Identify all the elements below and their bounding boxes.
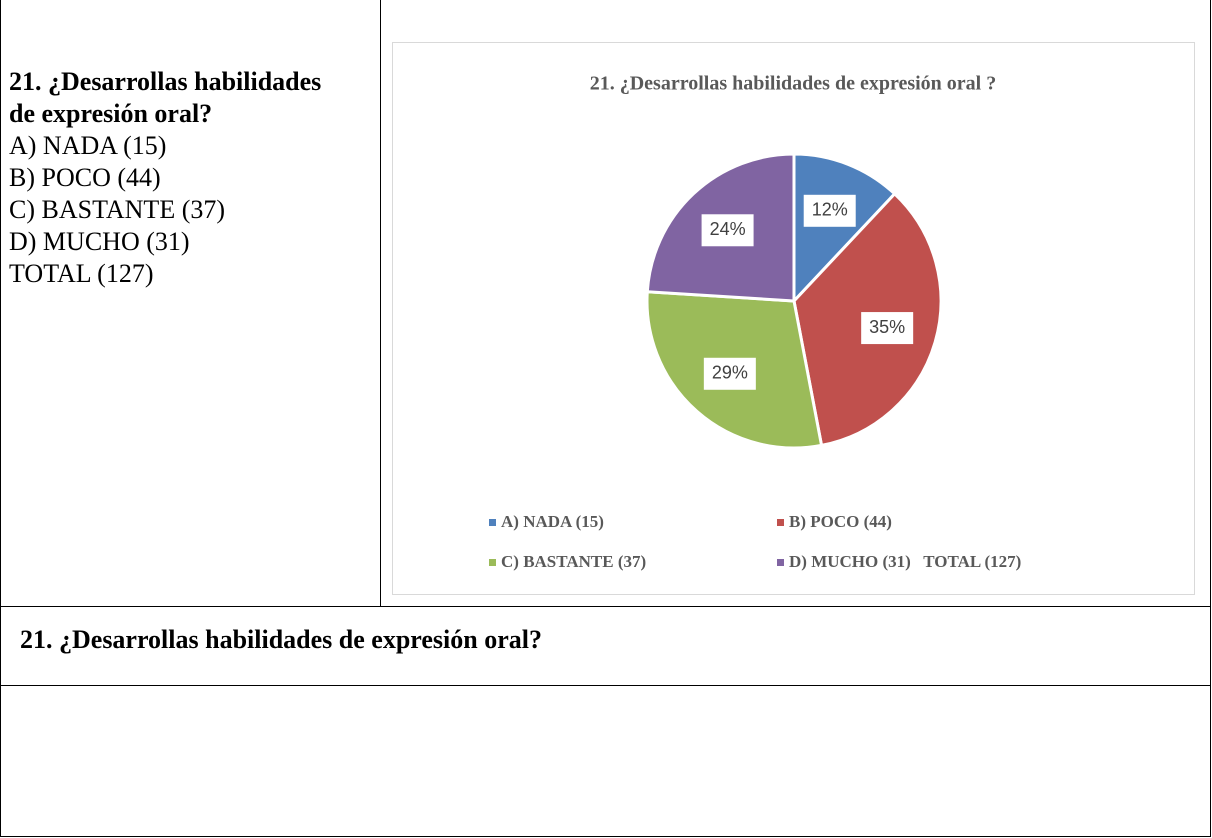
border	[0, 0, 1, 837]
option: C) BASTANTE (37)	[9, 195, 226, 224]
legend-marker	[489, 559, 496, 566]
section-heading: 21. ¿Desarrollas habilidades de expresió…	[20, 625, 542, 654]
question-cell: 21. ¿Desarrollas habilidades de expresió…	[9, 66, 344, 290]
pie-slice	[792, 152, 897, 305]
legend-marker	[777, 559, 784, 566]
question: 21. ¿Desarrollas habilidades de expresió…	[9, 67, 322, 128]
chart-frame: 21. ¿Desarrollas habilidades de expresió…	[392, 42, 1195, 595]
legend-label: D) MUCHO (31) TOTAL (127)	[789, 552, 1021, 571]
option: D) MUCHO (31)	[9, 227, 190, 256]
border	[380, 0, 381, 607]
legend-label: C) BASTANTE (37)	[501, 552, 646, 571]
label-box	[803, 194, 856, 227]
border	[0, 685, 1211, 686]
border	[1210, 0, 1211, 837]
legend-marker	[489, 519, 496, 526]
option: TOTAL (127)	[9, 259, 154, 288]
legend-marker	[777, 519, 784, 526]
label-box	[861, 312, 914, 345]
chart-title: 21. ¿Desarrollas habilidades de expresió…	[590, 73, 997, 95]
label-box	[701, 214, 754, 247]
data-label: 35%	[869, 317, 905, 337]
border	[0, 836, 1211, 837]
data-label: 12%	[812, 200, 848, 220]
data-label: 29%	[712, 363, 748, 383]
border	[0, 606, 1211, 607]
label-box	[703, 357, 756, 390]
legend-label: A) NADA (15)	[501, 512, 604, 531]
legend-label: B) POCO (44)	[789, 512, 892, 531]
option: B) POCO (44)	[9, 163, 161, 192]
option: A) NADA (15)	[9, 131, 167, 160]
chart: 21. ¿Desarrollas habilidades de expresió…	[489, 73, 1021, 571]
data-label: 24%	[710, 219, 746, 239]
